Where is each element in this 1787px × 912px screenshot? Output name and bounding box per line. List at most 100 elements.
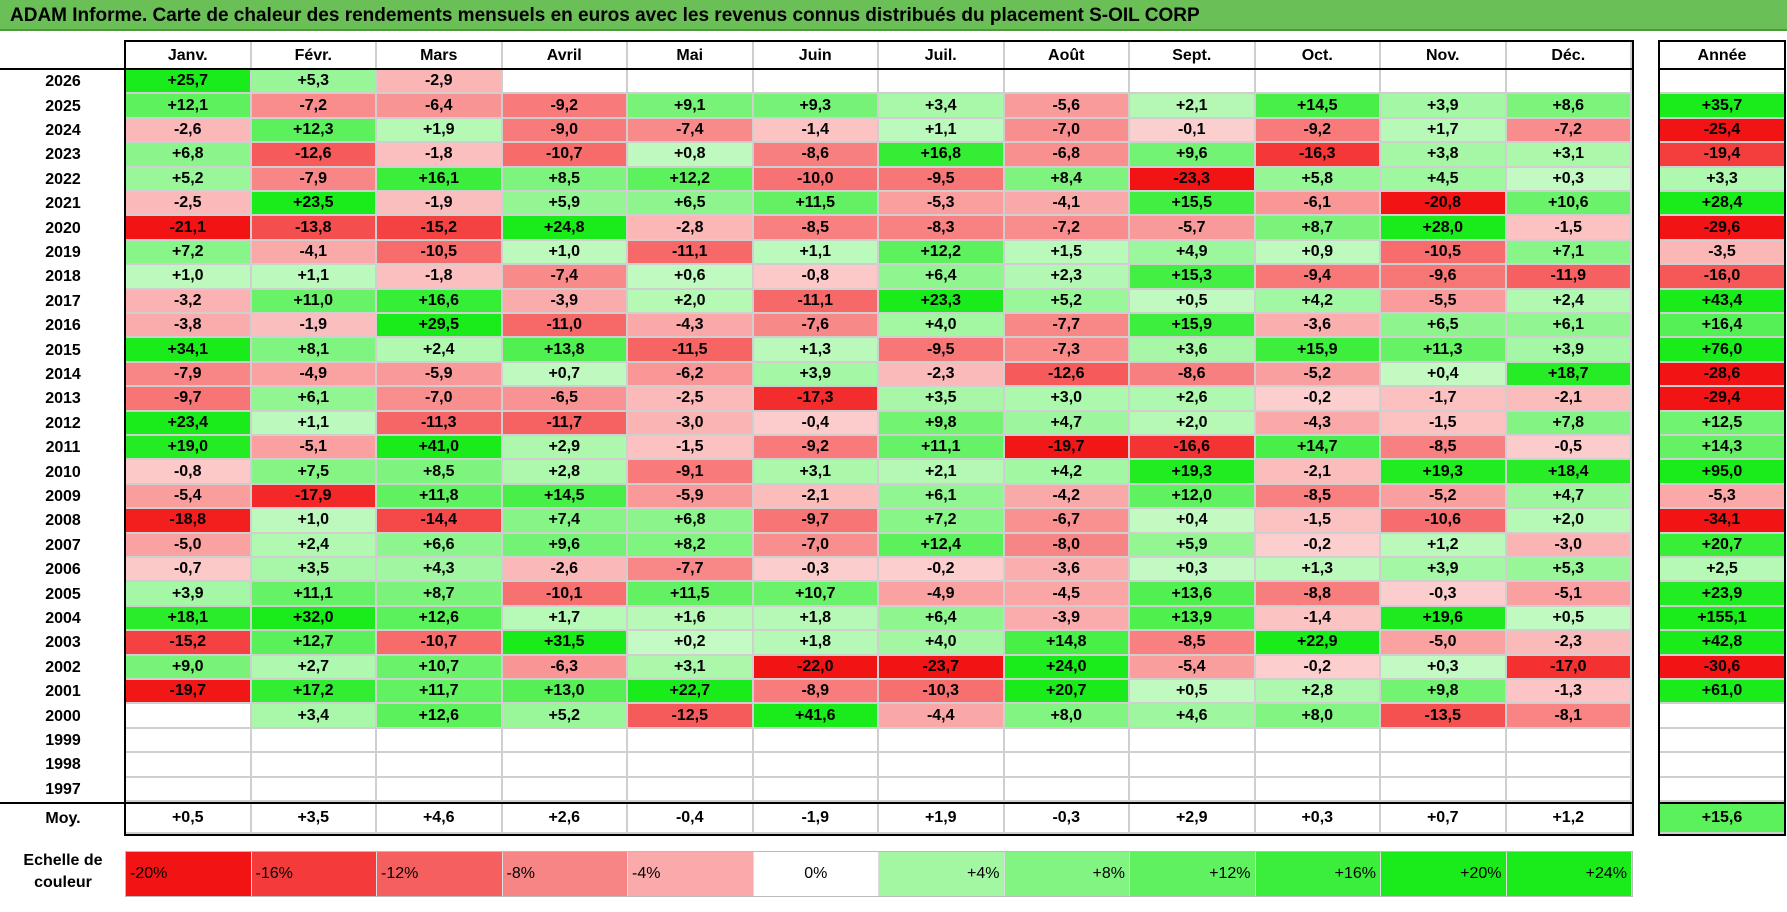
year-label: 2018: [45, 268, 81, 286]
heatmap-cell: [126, 728, 252, 754]
heatmap-cell: +8,2: [628, 533, 754, 558]
heatmap-cell: -3,6: [1255, 314, 1381, 339]
average-separator: [1660, 802, 1784, 804]
heatmap-cell: -8,5: [753, 216, 879, 241]
heatmap-cell: -2,3: [1506, 631, 1632, 656]
heatmap-cell: +7,4: [502, 509, 628, 534]
heatmap-cell: +6,1: [1506, 314, 1632, 339]
heatmap-cell: +2,3: [1004, 265, 1130, 290]
heatmap-cell: +6,5: [628, 192, 754, 217]
heatmap-cell: -7,7: [628, 558, 754, 583]
heatmap-cell: -11,1: [628, 240, 754, 266]
heatmap-cell: -0,8: [753, 265, 879, 290]
heatmap-cell: +0,3: [1381, 655, 1507, 680]
heatmap-cell: [1255, 753, 1381, 778]
heatmap-cell: -8,5: [1130, 631, 1256, 656]
heatmap-cell: -9,4: [1255, 265, 1381, 290]
annual-cell: [1660, 70, 1784, 95]
heatmap-cell: -7,4: [502, 265, 628, 290]
heatmap-cell: -3,0: [628, 411, 754, 436]
year-label: 2002: [45, 658, 81, 676]
heatmap-cell: -11,3: [377, 411, 503, 436]
heatmap-cell: +3,1: [753, 460, 879, 485]
heatmap-cell: -2,5: [628, 387, 754, 412]
heatmap-cell: -2,8: [628, 216, 754, 241]
heatmap-cell: +12,4: [879, 533, 1005, 558]
heatmap-cell: -7,0: [753, 533, 879, 558]
heatmap-cell: +11,7: [377, 680, 503, 705]
heatmap-cell: [1506, 753, 1632, 778]
heatmap-cell: -5,3: [879, 192, 1005, 217]
heatmap-cell: -3,9: [502, 289, 628, 314]
heatmap-cell: +8,1: [251, 338, 377, 363]
heatmap-cell: +16,6: [377, 289, 503, 314]
heatmap-cell: +13,6: [1130, 582, 1256, 607]
color-scale-swatch: -12%: [377, 852, 503, 896]
average-cell: -0,3: [1004, 804, 1130, 834]
heatmap-cell: +0,8: [628, 143, 754, 168]
heatmap-cell: -4,2: [1004, 484, 1130, 510]
annual-cell: -16,0: [1660, 265, 1784, 290]
heatmap-cell: -12,6: [1004, 362, 1130, 388]
heatmap-cell: +18,1: [126, 606, 252, 632]
heatmap-cell: +2,7: [251, 655, 377, 680]
annual-header-underline: [1660, 68, 1784, 70]
annual-cell: [1660, 777, 1784, 802]
heatmap-cell: -21,1: [126, 216, 252, 241]
heatmap-cell: +5,3: [1506, 558, 1632, 583]
heatmap-cell: -18,8: [126, 509, 252, 534]
heatmap-cell: +2,0: [628, 289, 754, 314]
heatmap-cell: -20,8: [1381, 192, 1507, 217]
month-header: Juil.: [879, 42, 1005, 70]
month-header: Juin: [754, 42, 879, 70]
heatmap-cell: [753, 728, 879, 754]
color-scale-swatch: +12%: [1130, 852, 1256, 896]
heatmap-cell: +11,0: [251, 289, 377, 314]
heatmap-cell: +8,4: [1004, 167, 1130, 192]
heatmap-cell: -10,0: [753, 167, 879, 192]
heatmap-cell: [251, 777, 377, 802]
heatmap-cell: +0,3: [1506, 167, 1632, 192]
heatmap-cell: [879, 728, 1005, 754]
heatmap-cell: +3,5: [251, 558, 377, 583]
heatmap-cell: +4,5: [1381, 167, 1507, 192]
heatmap-cell: +1,0: [251, 509, 377, 534]
heatmap-cell: [1004, 70, 1130, 95]
heatmap-cell: +3,6: [1130, 338, 1256, 363]
heatmap-cell: -1,8: [377, 265, 503, 290]
annual-header: Année: [1697, 47, 1747, 64]
heatmap-cell: [1130, 70, 1256, 95]
heatmap-cell: [377, 753, 503, 778]
heatmap-cell: [1381, 777, 1507, 802]
heatmap-cell: [1004, 753, 1130, 778]
heatmap-cell: +31,5: [502, 631, 628, 656]
month-header: Févr.: [252, 42, 377, 70]
heatmap-cell: +0,3: [1130, 558, 1256, 583]
heatmap-cell: -5,4: [1130, 655, 1256, 680]
heatmap-cell: +6,8: [126, 143, 252, 168]
year-label: 2016: [45, 317, 81, 335]
heatmap-cell: +11,8: [377, 484, 503, 510]
heatmap-cell: +22,9: [1255, 631, 1381, 656]
year-label: 2025: [45, 97, 81, 115]
heatmap-cell: +12,6: [377, 606, 503, 632]
heatmap-cell: -7,9: [251, 167, 377, 192]
heatmap-cell: -23,7: [879, 655, 1005, 680]
year-label: 1997: [45, 780, 81, 798]
heatmap-cell: +6,1: [251, 387, 377, 412]
heatmap-cell: -15,2: [377, 216, 503, 241]
annual-cell: -5,3: [1660, 484, 1784, 510]
heatmap-cell: +41,0: [377, 436, 503, 461]
heatmap-cell: +5,2: [1004, 289, 1130, 314]
heatmap-cell: +4,3: [377, 558, 503, 583]
heatmap-cell: +5,9: [502, 192, 628, 217]
heatmap-cell: -0,2: [1255, 655, 1381, 680]
heatmap-cell: [251, 728, 377, 754]
annual-cell: +14,3: [1660, 436, 1784, 461]
heatmap-cell: -11,5: [628, 338, 754, 363]
heatmap-cell: -6,3: [502, 655, 628, 680]
heatmap-cell: +0,9: [1255, 240, 1381, 266]
heatmap-cell: +5,8: [1255, 167, 1381, 192]
heatmap-cell: -9,6: [1381, 265, 1507, 290]
heatmap-cell: -8,5: [1255, 484, 1381, 510]
